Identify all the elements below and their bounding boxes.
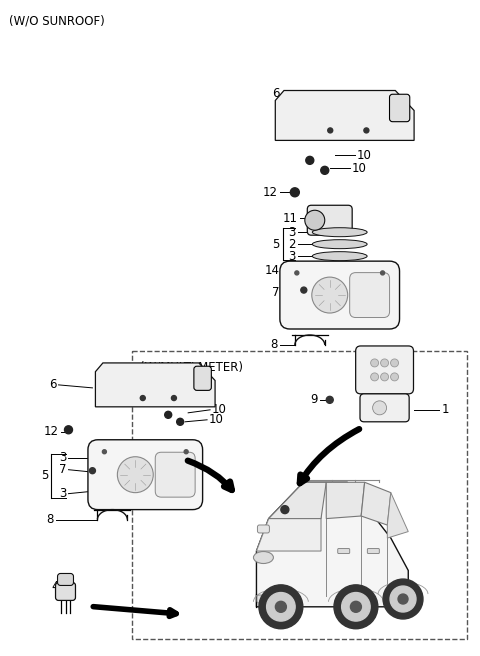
Text: 3: 3 bbox=[288, 226, 296, 239]
Circle shape bbox=[165, 411, 172, 419]
Circle shape bbox=[177, 419, 184, 425]
Circle shape bbox=[117, 457, 153, 493]
FancyBboxPatch shape bbox=[307, 205, 352, 236]
Text: 14: 14 bbox=[265, 264, 280, 277]
Text: 8: 8 bbox=[271, 338, 278, 352]
FancyBboxPatch shape bbox=[360, 394, 409, 422]
Circle shape bbox=[381, 373, 389, 381]
Polygon shape bbox=[96, 363, 215, 407]
Circle shape bbox=[276, 602, 287, 612]
Text: 11: 11 bbox=[283, 212, 298, 225]
Text: 9: 9 bbox=[310, 394, 318, 406]
FancyBboxPatch shape bbox=[280, 261, 399, 329]
Text: (W/O SUNROOF): (W/O SUNROOF) bbox=[9, 14, 105, 28]
Circle shape bbox=[371, 373, 379, 381]
Ellipse shape bbox=[312, 252, 367, 260]
Text: 12: 12 bbox=[263, 186, 278, 199]
Circle shape bbox=[398, 594, 408, 604]
Circle shape bbox=[391, 359, 398, 367]
Text: 10: 10 bbox=[357, 149, 372, 162]
Text: 1: 1 bbox=[442, 403, 449, 417]
Circle shape bbox=[381, 359, 389, 367]
Circle shape bbox=[306, 156, 314, 165]
Bar bbox=[132, 351, 468, 639]
Circle shape bbox=[305, 211, 325, 230]
Polygon shape bbox=[387, 493, 408, 538]
Text: (W/MULTI METER): (W/MULTI METER) bbox=[140, 361, 243, 374]
Text: 2: 2 bbox=[288, 237, 296, 251]
Circle shape bbox=[342, 592, 370, 621]
Circle shape bbox=[334, 585, 378, 628]
Polygon shape bbox=[269, 482, 326, 519]
Text: 13: 13 bbox=[392, 409, 407, 422]
Circle shape bbox=[312, 277, 348, 313]
FancyBboxPatch shape bbox=[350, 273, 390, 318]
FancyBboxPatch shape bbox=[257, 525, 269, 533]
FancyBboxPatch shape bbox=[338, 548, 350, 554]
Text: 10: 10 bbox=[352, 162, 367, 175]
Circle shape bbox=[364, 128, 369, 133]
Ellipse shape bbox=[312, 239, 367, 249]
Circle shape bbox=[301, 287, 307, 293]
Circle shape bbox=[281, 506, 289, 514]
Polygon shape bbox=[256, 482, 408, 607]
Ellipse shape bbox=[253, 552, 274, 564]
Ellipse shape bbox=[312, 228, 367, 237]
Text: 13: 13 bbox=[392, 403, 407, 417]
Polygon shape bbox=[256, 508, 321, 551]
Polygon shape bbox=[361, 482, 391, 525]
Circle shape bbox=[390, 586, 416, 612]
FancyBboxPatch shape bbox=[194, 366, 211, 390]
Text: 10: 10 bbox=[209, 413, 224, 426]
Circle shape bbox=[350, 602, 361, 612]
Text: 5: 5 bbox=[273, 237, 280, 251]
FancyBboxPatch shape bbox=[367, 548, 379, 554]
Polygon shape bbox=[326, 482, 365, 519]
Text: 6: 6 bbox=[49, 379, 57, 392]
FancyBboxPatch shape bbox=[56, 583, 75, 600]
Circle shape bbox=[102, 450, 107, 454]
Circle shape bbox=[321, 167, 329, 174]
FancyBboxPatch shape bbox=[389, 94, 410, 121]
FancyBboxPatch shape bbox=[257, 595, 277, 603]
Text: 5: 5 bbox=[41, 469, 48, 482]
Circle shape bbox=[381, 271, 384, 275]
Text: 10: 10 bbox=[212, 403, 227, 417]
Circle shape bbox=[391, 373, 398, 381]
Circle shape bbox=[290, 188, 300, 197]
Circle shape bbox=[383, 579, 423, 619]
Circle shape bbox=[89, 468, 96, 474]
Text: 8: 8 bbox=[46, 513, 54, 526]
Circle shape bbox=[64, 426, 72, 434]
Circle shape bbox=[371, 359, 379, 367]
FancyBboxPatch shape bbox=[356, 346, 413, 394]
Text: 3: 3 bbox=[59, 451, 67, 464]
Text: 3: 3 bbox=[288, 250, 296, 262]
FancyBboxPatch shape bbox=[88, 440, 203, 510]
Circle shape bbox=[328, 128, 333, 133]
Circle shape bbox=[259, 585, 303, 628]
Circle shape bbox=[295, 271, 299, 275]
FancyBboxPatch shape bbox=[155, 452, 195, 497]
Polygon shape bbox=[276, 91, 414, 140]
Text: 3: 3 bbox=[59, 487, 67, 500]
Circle shape bbox=[171, 396, 177, 401]
Text: 12: 12 bbox=[44, 425, 59, 438]
Text: 7: 7 bbox=[59, 463, 67, 476]
Circle shape bbox=[184, 450, 188, 454]
Circle shape bbox=[140, 396, 145, 401]
Text: 6: 6 bbox=[272, 87, 280, 100]
Circle shape bbox=[326, 396, 333, 403]
Circle shape bbox=[266, 592, 295, 621]
Text: 7: 7 bbox=[272, 285, 280, 298]
FancyBboxPatch shape bbox=[58, 573, 73, 585]
Text: 4: 4 bbox=[51, 580, 59, 593]
Circle shape bbox=[372, 401, 386, 415]
